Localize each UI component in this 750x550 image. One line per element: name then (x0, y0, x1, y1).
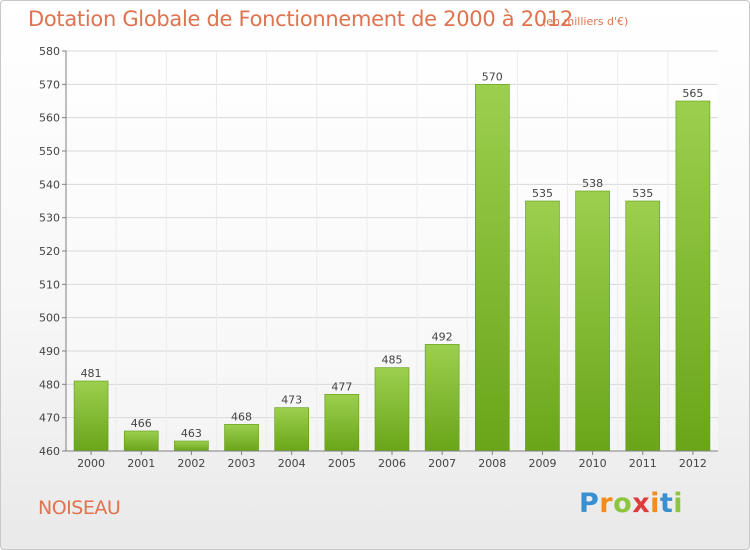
bar (575, 190, 610, 452)
y-tick-label: 470 (39, 412, 60, 425)
y-tick-label: 480 (39, 378, 60, 391)
data-label: 477 (331, 380, 352, 393)
bar (174, 440, 209, 452)
x-tick-label: 2009 (528, 457, 556, 470)
x-tick-label: 2005 (328, 457, 356, 470)
logo-letter: x (632, 488, 651, 519)
logo-letter: r (599, 488, 614, 519)
bar (525, 200, 560, 452)
data-label: 481 (81, 367, 102, 380)
logo-letter: P (579, 488, 600, 519)
bar (675, 100, 711, 452)
bar (73, 380, 109, 452)
x-tick-label: 2007 (428, 457, 456, 470)
data-label: 570 (482, 70, 503, 83)
chart-subtitle: (en milliers d'€) (542, 15, 629, 28)
axes (62, 50, 718, 455)
bar (625, 200, 661, 452)
logo-letter: t (659, 488, 674, 519)
y-tick-label: 580 (39, 45, 60, 58)
bar (224, 424, 259, 452)
bar (374, 367, 410, 452)
x-tick-label: 2011 (629, 457, 657, 470)
x-tick-label: 2010 (579, 457, 607, 470)
data-label: 565 (682, 87, 703, 100)
data-label: 463 (181, 427, 202, 440)
logo-letter: i (650, 488, 660, 519)
x-tick-label: 2001 (127, 457, 155, 470)
labels: 460 470 480 490 500 510 520 530 540 550 560 570 580 4… (39, 45, 707, 470)
x-tick-label: 2000 (77, 457, 105, 470)
data-label: 535 (632, 187, 653, 200)
data-label: 535 (532, 187, 553, 200)
bar (123, 430, 159, 452)
y-tick-label: 460 (39, 445, 60, 458)
x-tick-label: 2003 (228, 457, 256, 470)
x-tick-label: 2008 (478, 457, 506, 470)
y-tick-label: 570 (39, 78, 60, 91)
y-tick-label: 540 (39, 178, 60, 191)
x-tick-label: 2002 (177, 457, 205, 470)
y-tick-label: 550 (39, 145, 60, 158)
bar (324, 394, 360, 452)
data-label: 485 (382, 354, 403, 367)
y-tick-label: 500 (39, 312, 60, 325)
chart-title: Dotation Globale de Fonctionnement de 20… (28, 7, 573, 31)
logo-letter: o (613, 488, 633, 519)
data-label: 492 (432, 330, 453, 343)
bar (424, 344, 460, 452)
data-label: 473 (281, 394, 302, 407)
commune-name: NOISEAU (38, 497, 121, 519)
logo-letter: i (673, 488, 684, 519)
x-tick-label: 2004 (278, 457, 306, 470)
data-label: 468 (231, 410, 252, 423)
y-tick-label: 490 (39, 345, 60, 358)
bar (475, 84, 510, 452)
y-tick-label: 530 (39, 212, 60, 225)
bars (73, 84, 711, 452)
data-label: 538 (582, 177, 603, 190)
y-tick-label: 560 (39, 112, 60, 125)
data-label: 466 (131, 417, 152, 430)
y-tick-label: 520 (39, 245, 60, 258)
y-tick-label: 510 (39, 278, 60, 291)
x-tick-label: 2006 (378, 457, 406, 470)
proxiti-logo: Proxiti (579, 488, 683, 519)
x-tick-label: 2012 (679, 457, 707, 470)
bar (274, 407, 309, 452)
